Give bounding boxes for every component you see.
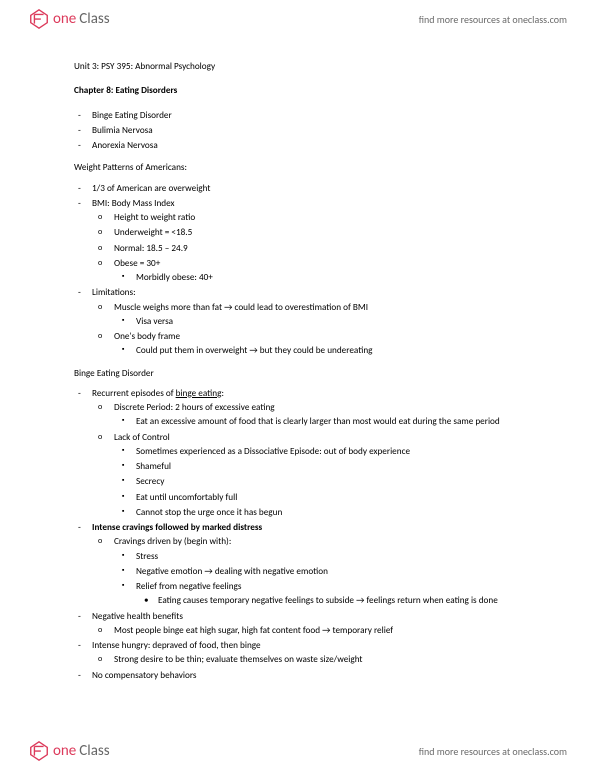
list-item: Negative health benefits Most people bin… <box>92 610 534 639</box>
weight-patterns-list: 1/3 of American are overweight BMI: Body… <box>74 182 534 359</box>
item-text-post: : <box>221 388 223 399</box>
list-item: Intense cravings followed by marked dist… <box>92 521 534 609</box>
item-text: Cravings driven by (begin with): <box>114 536 231 547</box>
page-footer: oneClass find more resources at oneclass… <box>0 732 595 770</box>
footer-resource-link[interactable]: find more resources at oneclass.com <box>419 745 567 758</box>
list-item: Discrete Period: 2 hours of excessive ea… <box>114 401 534 430</box>
logo-icon <box>28 740 50 762</box>
item-text-underline: binge eating <box>176 388 222 399</box>
list-item: Shameful <box>136 460 534 474</box>
section-label: Weight Patterns of Americans: <box>74 161 534 175</box>
item-text: Limitations: <box>92 287 136 298</box>
list-item: Negative emotion → dealing with negative… <box>136 565 534 579</box>
item-text-pre: Recurrent episodes of <box>92 388 176 399</box>
list-item: Sometimes experienced as a Dissociative … <box>136 445 534 459</box>
list-item: Anorexia Nervosa <box>92 139 534 153</box>
list-item: No compensatory behaviors <box>92 669 534 683</box>
list-item: Stress <box>136 550 534 564</box>
item-text: BMI: Body Mass Index <box>92 198 175 209</box>
item-text: Relief from negative feelings <box>136 581 241 592</box>
item-text: Discrete Period: 2 hours of excessive ea… <box>114 402 275 413</box>
list-item: One's body frame Could put them in overw… <box>114 330 534 359</box>
page-header: oneClass find more resources at oneclass… <box>0 0 595 38</box>
list-item: Height to weight ratio <box>114 211 534 225</box>
list-item: Strong desire to be thin; evaluate thems… <box>114 653 534 667</box>
list-item: Recurrent episodes of binge eating: Disc… <box>92 387 534 520</box>
list-item: Cannot stop the urge once it has begun <box>136 506 534 520</box>
item-text: One's body frame <box>114 331 180 342</box>
list-item: Intense hungry: depraved of food, then b… <box>92 639 534 668</box>
list-item: BMI: Body Mass Index Height to weight ra… <box>92 197 534 286</box>
list-item: Morbidly obese: 40+ <box>136 271 534 285</box>
logo-text-one: one <box>53 742 76 760</box>
list-item: Muscle weighs more than fat → could lead… <box>114 301 534 330</box>
item-text: Muscle weighs more than fat → could lead… <box>114 302 368 313</box>
item-text: Negative health benefits <box>92 611 183 622</box>
logo-text-class: Class <box>79 742 109 760</box>
intro-list: Binge Eating Disorder Bulimia Nervosa An… <box>74 109 534 154</box>
chapter-title: Chapter 8: Eating Disorders <box>74 84 534 98</box>
list-item: Binge Eating Disorder <box>92 109 534 123</box>
item-text: Obese = 30+ <box>114 258 160 269</box>
item-text: Intense hungry: depraved of food, then b… <box>92 640 261 651</box>
list-item: Obese = 30+ Morbidly obese: 40+ <box>114 257 534 286</box>
list-item: Eating causes temporary negative feeling… <box>158 594 534 608</box>
list-item: Visa versa <box>136 315 534 329</box>
list-item: Eat an excessive amount of food that is … <box>136 415 534 429</box>
list-item: Underweight = <18.5 <box>114 226 534 240</box>
list-item: Most people binge eat high sugar, high f… <box>114 624 534 638</box>
brand-logo: oneClass <box>28 8 110 30</box>
logo-icon <box>28 8 50 30</box>
document-content: Unit 3: PSY 395: Abnormal Psychology Cha… <box>74 60 534 684</box>
list-item: Cravings driven by (begin with): Stress … <box>114 535 534 608</box>
list-item: Relief from negative feelings Eating cau… <box>136 580 534 609</box>
logo-text-one: one <box>53 10 76 28</box>
section-label: Binge Eating Disorder <box>74 367 534 381</box>
brand-logo: oneClass <box>28 740 110 762</box>
binge-eating-list: Recurrent episodes of binge eating: Disc… <box>74 387 534 683</box>
list-item: Eat until uncomfortably full <box>136 491 534 505</box>
logo-text-class: Class <box>79 10 109 28</box>
header-resource-link[interactable]: find more resources at oneclass.com <box>419 13 567 26</box>
unit-title: Unit 3: PSY 395: Abnormal Psychology <box>74 60 534 74</box>
list-item: Secrecy <box>136 475 534 489</box>
item-text-bold: Intense cravings followed by marked dist… <box>92 522 262 533</box>
list-item: Limitations: Muscle weighs more than fat… <box>92 286 534 358</box>
list-item: Normal: 18.5 – 24.9 <box>114 242 534 256</box>
list-item: Bulimia Nervosa <box>92 124 534 138</box>
list-item: Could put them in overweight → but they … <box>136 344 534 358</box>
list-item: Lack of Control Sometimes experienced as… <box>114 431 534 521</box>
item-text: Lack of Control <box>114 432 170 443</box>
list-item: 1/3 of American are overweight <box>92 182 534 196</box>
